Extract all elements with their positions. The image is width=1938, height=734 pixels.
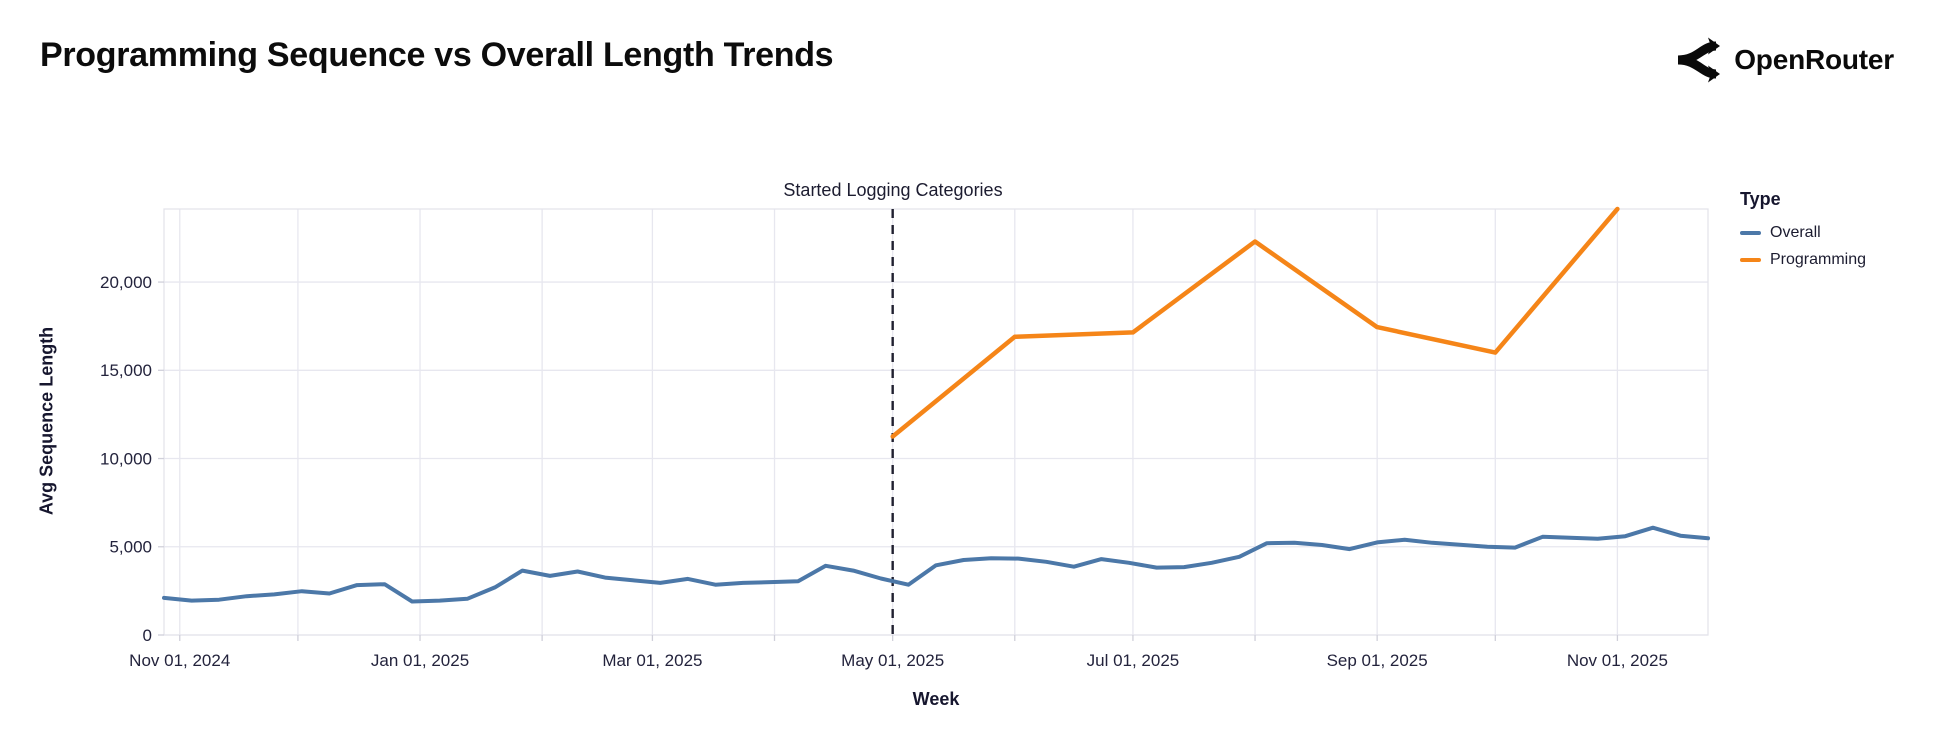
y-tick-label: 15,000 (100, 361, 152, 380)
legend-item-overall: Overall (1740, 224, 1866, 242)
x-axis-title: Week (912, 689, 960, 709)
x-tick-label: Mar 01, 2025 (602, 651, 702, 670)
x-tick-label: Nov 01, 2025 (1567, 651, 1668, 670)
annotation-label: Started Logging Categories (783, 180, 1003, 200)
programming-line (890, 206, 1620, 439)
y-tick-label: 0 (143, 626, 152, 645)
brand: OpenRouter (1674, 36, 1894, 84)
legend-title: Type (1740, 189, 1781, 209)
x-tick-label: May 01, 2025 (841, 651, 944, 670)
axis-layer: 0 5,000 10,000 15,000 20,000 Nov 01, 2024 Jan … (100, 273, 1668, 670)
x-tick-label: Nov 01, 2024 (129, 651, 230, 670)
x-tick-label: Jul 01, 2025 (1087, 651, 1180, 670)
series-layer (162, 206, 1710, 604)
grid-layer (163, 208, 1709, 636)
page-title: Programming Sequence vs Overall Length T… (40, 36, 834, 74)
legend-label: Overall (1770, 224, 1821, 241)
legend: Type Overall Programming (1740, 189, 1866, 278)
y-tick-label: 20,000 (100, 273, 152, 292)
x-tick-label: Sep 01, 2025 (1327, 651, 1428, 670)
y-axis-title: Avg Sequence Length (36, 326, 57, 516)
legend-label: Programming (1770, 251, 1867, 268)
programming-swatch (1740, 257, 1761, 263)
openrouter-fork-arrows-icon (1677, 37, 1721, 83)
overall-swatch (1740, 230, 1761, 236)
y-tick-label: 5,000 (109, 538, 152, 557)
brand-name: OpenRouter (1734, 44, 1894, 75)
legend-item-programming: Programming (1740, 251, 1866, 269)
overall-line (162, 525, 1710, 604)
plot-border (163, 208, 1709, 636)
y-tick-label: 10,000 (100, 449, 152, 468)
x-tick-label: Jan 01, 2025 (371, 651, 469, 670)
